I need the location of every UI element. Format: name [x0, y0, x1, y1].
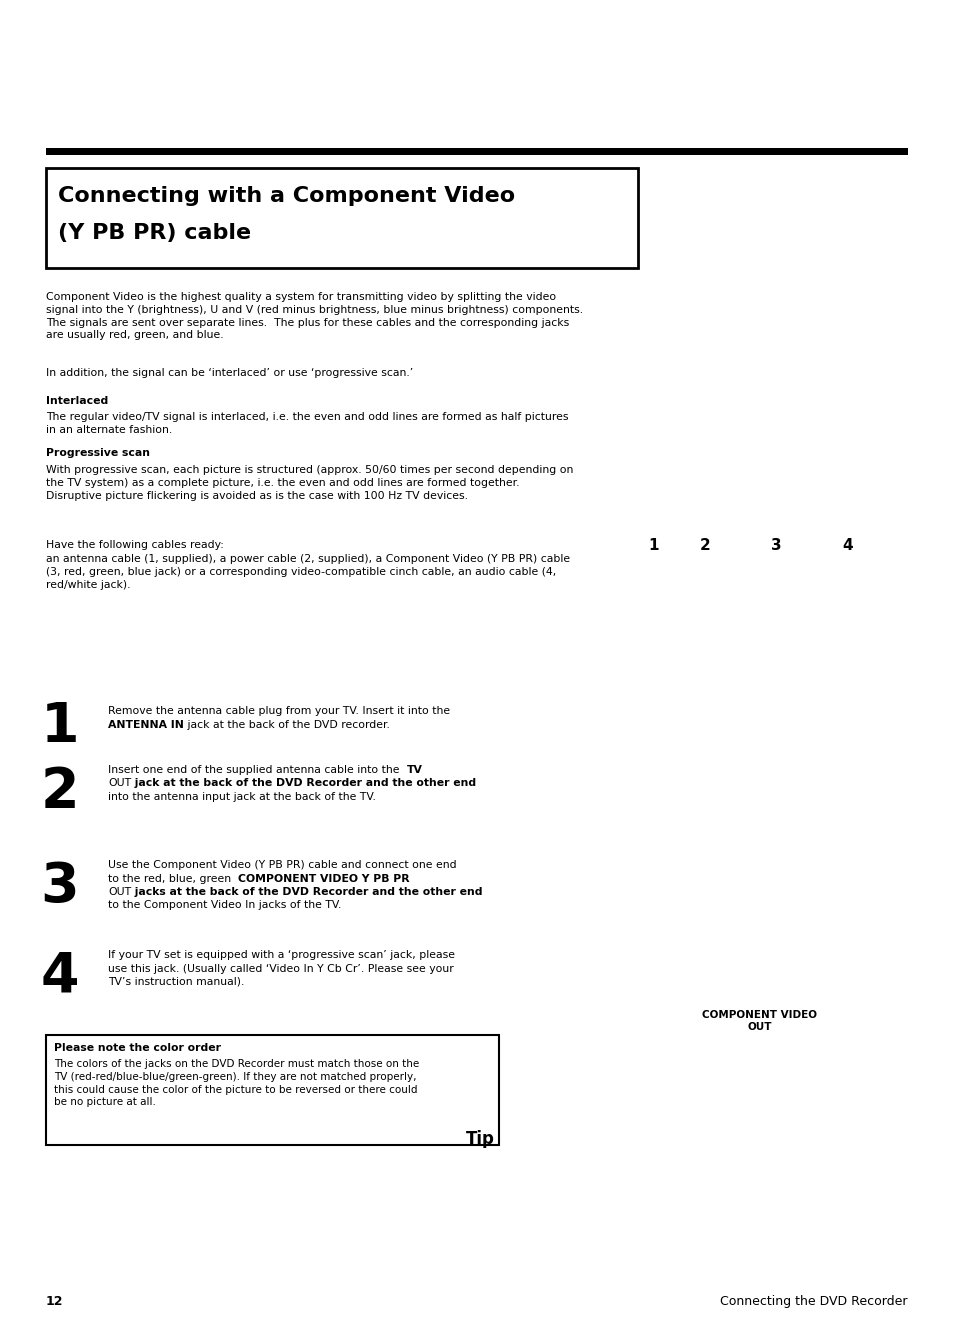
Text: Use the Component Video (Y PB PR) cable and connect one end: Use the Component Video (Y PB PR) cable … — [108, 860, 456, 870]
Text: If your TV set is equipped with a ‘progressive scan’ jack, please: If your TV set is equipped with a ‘progr… — [108, 950, 455, 959]
Text: Tip: Tip — [465, 1131, 494, 1148]
Text: Please note the color order: Please note the color order — [54, 1044, 221, 1053]
Text: 3: 3 — [770, 538, 781, 553]
Text: OUT: OUT — [108, 779, 131, 788]
Text: ANTENNA IN: ANTENNA IN — [108, 720, 184, 729]
Text: Interlaced: Interlaced — [46, 396, 108, 405]
Text: The colors of the jacks on the DVD Recorder must match those on the
TV (red-red/: The colors of the jacks on the DVD Recor… — [54, 1058, 418, 1108]
Text: jacks at the back of the DVD Recorder and the other end: jacks at the back of the DVD Recorder an… — [131, 887, 482, 896]
Text: an antenna cable (1, supplied), a power cable (2, supplied), a Component Video (: an antenna cable (1, supplied), a power … — [46, 554, 570, 590]
Text: COMPONENT VIDEO
OUT: COMPONENT VIDEO OUT — [701, 1010, 817, 1033]
Bar — [46, 149, 907, 155]
Text: 1: 1 — [41, 700, 79, 755]
Text: 4: 4 — [41, 950, 79, 1004]
Text: Component Video is the highest quality a system for transmitting video by splitt: Component Video is the highest quality a… — [46, 292, 582, 340]
Bar — [46, 169, 638, 268]
Text: COMPONENT VIDEO Y PB PR: COMPONENT VIDEO Y PB PR — [238, 874, 410, 883]
Text: jack at the back of the DVD recorder.: jack at the back of the DVD recorder. — [184, 720, 390, 729]
Text: The regular video/TV signal is interlaced, i.e. the even and odd lines are forme: The regular video/TV signal is interlace… — [46, 412, 568, 435]
Text: Progressive scan: Progressive scan — [46, 448, 150, 458]
Text: (Y PB PR) cable: (Y PB PR) cable — [58, 223, 251, 244]
Text: Have the following cables ready:: Have the following cables ready: — [46, 541, 224, 550]
Text: 1: 1 — [648, 538, 659, 553]
Text: TV: TV — [406, 765, 422, 775]
Text: jack at the back of the DVD Recorder and the other end: jack at the back of the DVD Recorder and… — [131, 779, 476, 788]
Text: 3: 3 — [41, 860, 79, 914]
Text: to the red, blue, green: to the red, blue, green — [108, 874, 238, 883]
Text: Insert one end of the supplied antenna cable into the: Insert one end of the supplied antenna c… — [108, 765, 406, 775]
Bar — [46, 1036, 498, 1145]
Text: 4: 4 — [841, 538, 852, 553]
Text: Connecting the DVD Recorder: Connecting the DVD Recorder — [720, 1295, 907, 1309]
Text: In addition, the signal can be ‘interlaced’ or use ‘progressive scan.’: In addition, the signal can be ‘interlac… — [46, 368, 413, 379]
Text: TV’s instruction manual).: TV’s instruction manual). — [108, 977, 244, 987]
Text: 2: 2 — [41, 765, 79, 819]
Text: Remove the antenna cable plug from your TV. Insert it into the: Remove the antenna cable plug from your … — [108, 706, 450, 716]
Text: With progressive scan, each picture is structured (approx. 50/60 times per secon: With progressive scan, each picture is s… — [46, 466, 573, 500]
Text: 12: 12 — [46, 1295, 64, 1309]
Text: OUT: OUT — [108, 887, 131, 896]
Text: to the Component Video In jacks of the TV.: to the Component Video In jacks of the T… — [108, 900, 341, 910]
Text: Connecting with a Component Video: Connecting with a Component Video — [58, 186, 515, 206]
Text: use this jack. (Usually called ‘Video In Y Cb Cr’. Please see your: use this jack. (Usually called ‘Video In… — [108, 963, 454, 974]
Text: 2: 2 — [699, 538, 710, 553]
Text: into the antenna input jack at the back of the TV.: into the antenna input jack at the back … — [108, 792, 375, 801]
